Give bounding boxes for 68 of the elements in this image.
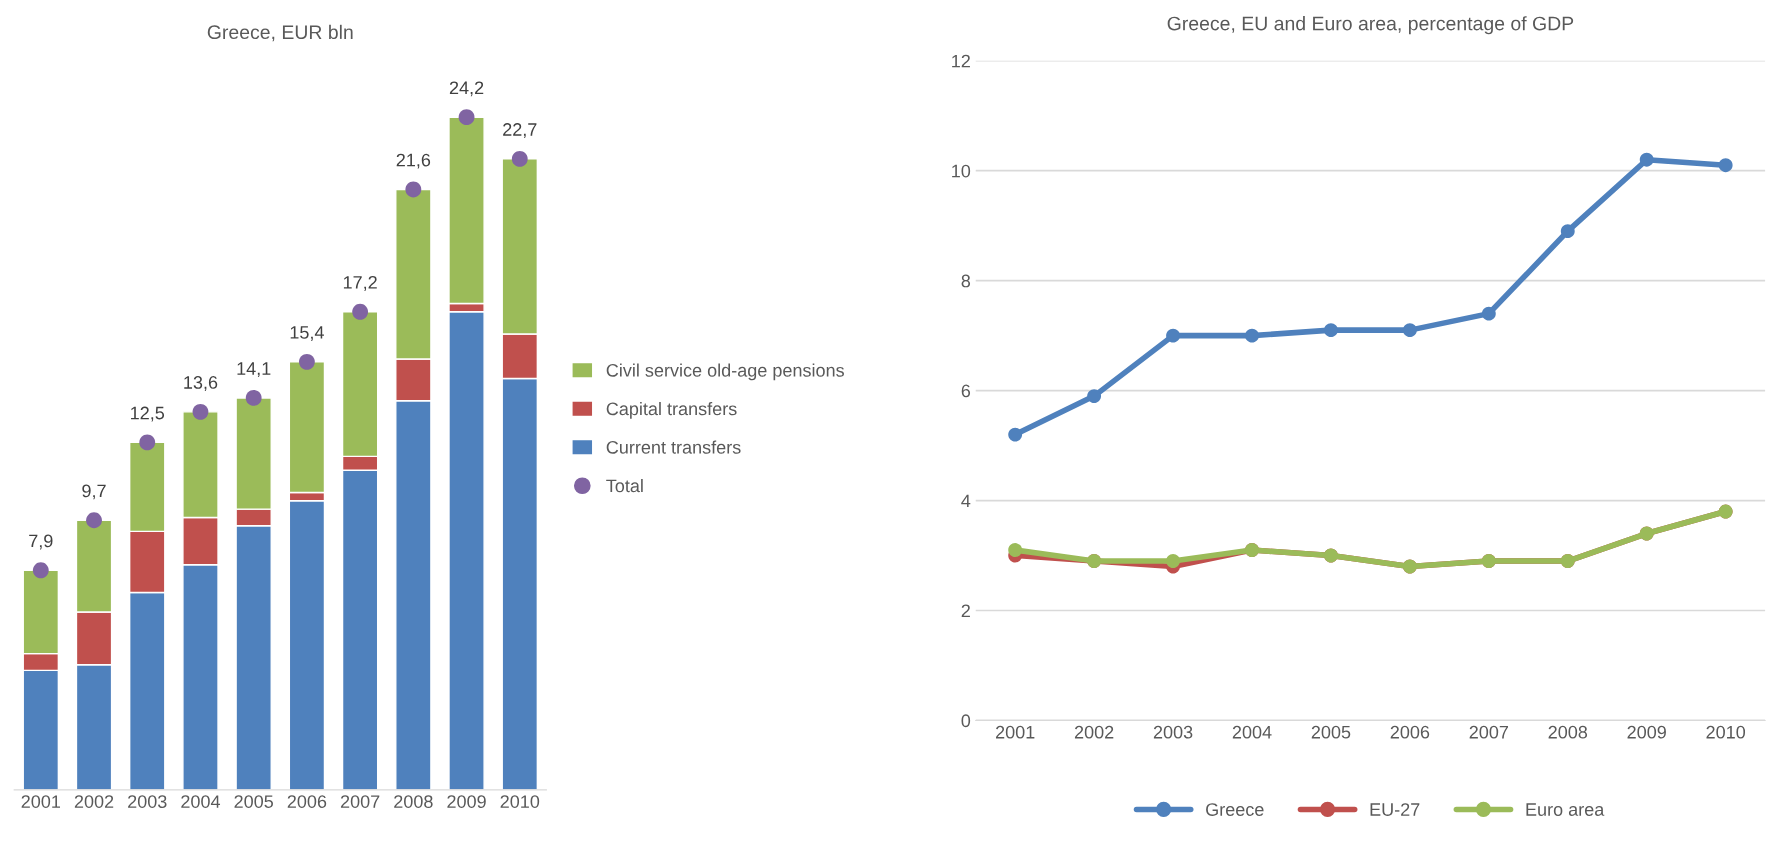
y-tick-label: 6: [961, 384, 971, 398]
x-tick-label: 2004: [181, 795, 221, 808]
x-tick-label: 2008: [394, 795, 433, 808]
x-tick-label: 2004: [1232, 725, 1272, 739]
data-label: 22,7: [503, 123, 537, 139]
x-tick-label: 2002: [1074, 725, 1114, 739]
x-tick-label: 2009: [1627, 725, 1666, 739]
data-label: 21,6: [396, 153, 431, 169]
x-tick-label: 2008: [1548, 725, 1588, 739]
data-label: 24,2: [449, 81, 484, 97]
x-tick-label: 2007: [1469, 725, 1509, 739]
y-tick-label: 2: [961, 604, 970, 618]
x-tick-label: 2006: [1390, 725, 1430, 739]
legend-label: Civil service old-age pensions: [606, 363, 844, 381]
point: [1166, 328, 1180, 343]
data-label: 13,6: [184, 376, 218, 391]
x-tick-label: 2003: [1153, 725, 1193, 739]
point: [192, 403, 209, 420]
text: Greece, EUR bln: [207, 24, 353, 42]
point: [139, 434, 156, 451]
chart-title: Greece, EU and Euro area, percentage of GDP: [1167, 16, 1574, 35]
point: [1481, 306, 1496, 321]
x-tick-label: 2010: [500, 795, 540, 808]
legend-label: Euro area: [1526, 803, 1605, 816]
point: [86, 512, 102, 529]
point: [1166, 554, 1180, 568]
x-tick-label: 2009: [447, 795, 486, 808]
x-tick-label: 2001: [21, 795, 61, 808]
point: [405, 181, 422, 198]
data-label: 12,5: [131, 406, 165, 422]
point: [298, 353, 315, 370]
point: [245, 390, 262, 406]
point: [352, 303, 369, 320]
x-tick-label: 2006: [287, 795, 327, 808]
point: [1008, 427, 1023, 442]
data-label: 14,1: [237, 362, 271, 378]
point: [1639, 152, 1654, 167]
y-tick-label: 12: [952, 54, 970, 68]
x-tick-label: 2002: [74, 795, 114, 808]
point: [1402, 323, 1417, 338]
x-tick-label: 2010: [1706, 725, 1746, 739]
point: [1324, 323, 1338, 338]
point: [458, 109, 475, 126]
data-label: 7,9: [29, 534, 53, 550]
x-tick-label: 2005: [1311, 725, 1351, 739]
legend-label: Greece: [1206, 803, 1264, 816]
data-label: 15,4: [290, 326, 324, 341]
legend-label: Capital transfers: [606, 402, 737, 419]
x-tick-label: 2007: [340, 795, 380, 808]
point: [32, 562, 49, 579]
point: [1560, 224, 1575, 239]
point: [1245, 328, 1259, 343]
y-tick-label: 8: [961, 274, 971, 288]
point: [1087, 389, 1102, 404]
legend-label: Current transfers: [606, 440, 741, 454]
y-tick-label: 10: [952, 164, 971, 178]
point: [511, 150, 528, 167]
x-tick-label: 2001: [996, 725, 1035, 739]
point: [1718, 158, 1733, 173]
data-label: 9,7: [82, 484, 106, 500]
y-tick-label: 0: [961, 714, 971, 728]
x-tick-label: 2003: [128, 795, 167, 808]
y-tick-label: 4: [961, 494, 971, 508]
legend-label: EU-27: [1370, 803, 1420, 816]
data-label: 17,2: [343, 275, 377, 291]
point: [1008, 543, 1023, 557]
x-tick-label: 2005: [234, 795, 274, 808]
legend-label: Total: [606, 478, 643, 493]
